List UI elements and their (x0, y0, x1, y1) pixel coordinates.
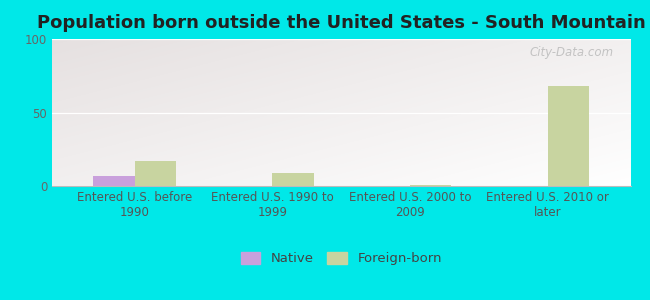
Bar (548, 86, 589, 186)
Bar (272, 173, 314, 186)
Bar (410, 184, 452, 186)
Text: City-Data.com: City-Data.com (529, 46, 613, 59)
Title: Population born outside the United States - South Mountain: Population born outside the United State… (37, 14, 645, 32)
Legend: Native, Foreign-born: Native, Foreign-born (235, 247, 447, 271)
Bar (135, 161, 176, 186)
Bar (94, 176, 135, 186)
